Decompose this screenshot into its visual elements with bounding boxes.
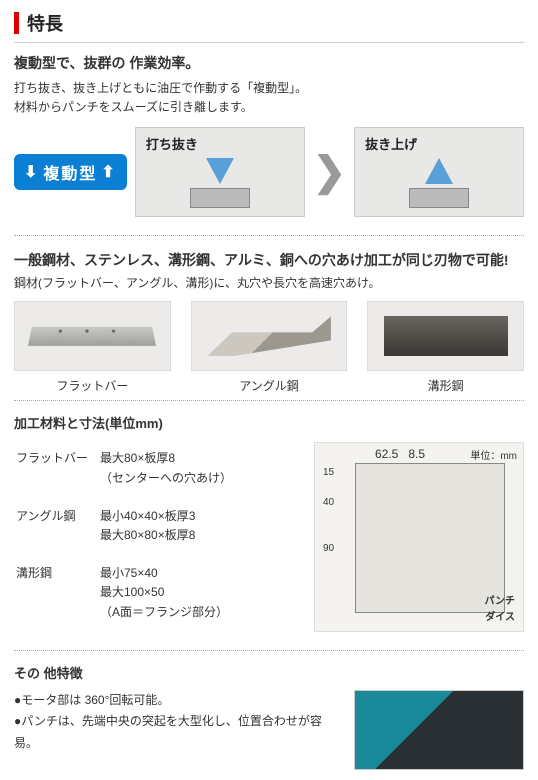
dim-value: 8.5 [408, 447, 425, 461]
materials-desc: 鋼材(フラットバー、アングル、溝形)に、丸穴や長穴を高速穴あけ。 [14, 274, 524, 291]
spec-name: フラットバー [16, 444, 98, 499]
diagram-dim: 40 [323, 497, 334, 508]
material-image-flatbar [14, 301, 171, 371]
tool-image [354, 690, 524, 770]
diagram-dim: 90 [323, 543, 334, 554]
spec-line: （センターへの穴あけ） [100, 471, 232, 485]
lead-text: 複動型で、抜群の 作業効率。 [14, 53, 524, 73]
desc-line: 打ち抜き、抜き上げともに油圧で作動する「複動型」。 [14, 81, 307, 95]
accent-bar [14, 12, 19, 34]
other-heading: その 他特徴 [14, 650, 524, 682]
table-row: 溝形鋼 最小75×40 最大100×50 （A面＝フランジ部分） [16, 559, 302, 634]
table-row: アングル鋼 最小40×40×板厚3 最大80×80×板厚8 [16, 502, 302, 557]
chevron-right-icon: ❯ [313, 152, 347, 192]
section-title-text: 特長 [27, 10, 63, 36]
list-item: ●パンチは、先端中央の突起を大型化し、位置合わせが容易。 [14, 711, 344, 754]
diagram-dim: 62.5 8.5 [375, 447, 425, 461]
arrow-up-icon [425, 158, 453, 184]
other-features-list: ●モータ部は 360°回転可能。 ●パンチは、先端中央の突起を大型化し、位置合わ… [14, 690, 344, 770]
spec-row: フラットバー 最大80×板厚8 （センターへの穴あけ） アングル鋼 最小40×4… [14, 442, 524, 635]
mechanism-graphic [409, 188, 469, 208]
materials-heading: 一般鋼材、ステンレス、溝形鋼、アルミ、銅への穴あけ加工が同じ刃物で可能! [14, 235, 524, 270]
material-item: 溝形鋼 [367, 301, 524, 394]
list-item: ●モータ部は 360°回転可能。 [14, 690, 344, 712]
arrow-up-icon: ⬆ [101, 162, 116, 182]
material-item: アングル鋼 [191, 301, 348, 394]
spec-table: フラットバー 最大80×板厚8 （センターへの穴あけ） アングル鋼 最小40×4… [14, 442, 304, 635]
spec-line: （A面＝フランジ部分） [100, 605, 228, 619]
spec-heading: 加工材料と寸法(単位mm) [14, 400, 524, 432]
diagram-unit: 単位：mm [470, 447, 517, 462]
diagram-dim: 15 [323, 467, 334, 478]
section-title: 特長 [14, 10, 524, 43]
material-image-angle [191, 301, 348, 371]
op-label: 抜き上げ [365, 134, 417, 153]
materials-row: フラットバー アングル鋼 溝形鋼 [14, 301, 524, 394]
spec-line: 最小75×40 [100, 566, 158, 580]
spec-value: 最小40×40×板厚3 最大80×80×板厚8 [100, 502, 302, 557]
material-image-channel [367, 301, 524, 371]
spec-line: 最大80×80×板厚8 [100, 528, 195, 542]
material-label: フラットバー [14, 377, 171, 394]
spec-value: 最大80×板厚8 （センターへの穴あけ） [100, 444, 302, 499]
table-row: フラットバー 最大80×板厚8 （センターへの穴あけ） [16, 444, 302, 499]
material-label: 溝形鋼 [367, 377, 524, 394]
other-row: ●モータ部は 360°回転可能。 ●パンチは、先端中央の突起を大型化し、位置合わ… [14, 690, 524, 770]
dim-value: 62.5 [375, 447, 398, 461]
spec-value: 最小75×40 最大100×50 （A面＝フランジ部分） [100, 559, 302, 634]
spec-line: 最大100×50 [100, 585, 164, 599]
operation-figure-punch: 打ち抜き [135, 127, 305, 217]
arrow-down-icon: ⬇ [24, 162, 39, 182]
spec-line: 最大80×板厚8 [100, 451, 175, 465]
operation-figure-lift: 抜き上げ [354, 127, 524, 217]
material-item: フラットバー [14, 301, 171, 394]
diagram-label-punch: パンチ [485, 592, 516, 607]
spec-name: アングル鋼 [16, 502, 98, 557]
spec-line: 最小40×40×板厚3 [100, 509, 195, 523]
arrow-down-icon [206, 158, 234, 184]
badge-text: 複動型 [43, 160, 97, 184]
operation-row: ⬇ 複動型 ⬆ 打ち抜き ❯ 抜き上げ [14, 127, 524, 217]
diagram-body [355, 463, 505, 613]
double-action-badge: ⬇ 複動型 ⬆ [14, 154, 127, 190]
diagram-label-die: ダイス [485, 608, 515, 623]
mechanism-graphic [190, 188, 250, 208]
description: 打ち抜き、抜き上げともに油圧で作動する「複動型」。 材料からパンチをスムーズに引… [14, 79, 524, 117]
dimension-diagram: 単位：mm 62.5 8.5 15 40 90 パンチ ダイス [314, 442, 524, 632]
op-label: 打ち抜き [146, 134, 198, 153]
spec-name: 溝形鋼 [16, 559, 98, 634]
desc-line: 材料からパンチをスムーズに引き離します。 [14, 100, 253, 114]
material-label: アングル鋼 [191, 377, 348, 394]
